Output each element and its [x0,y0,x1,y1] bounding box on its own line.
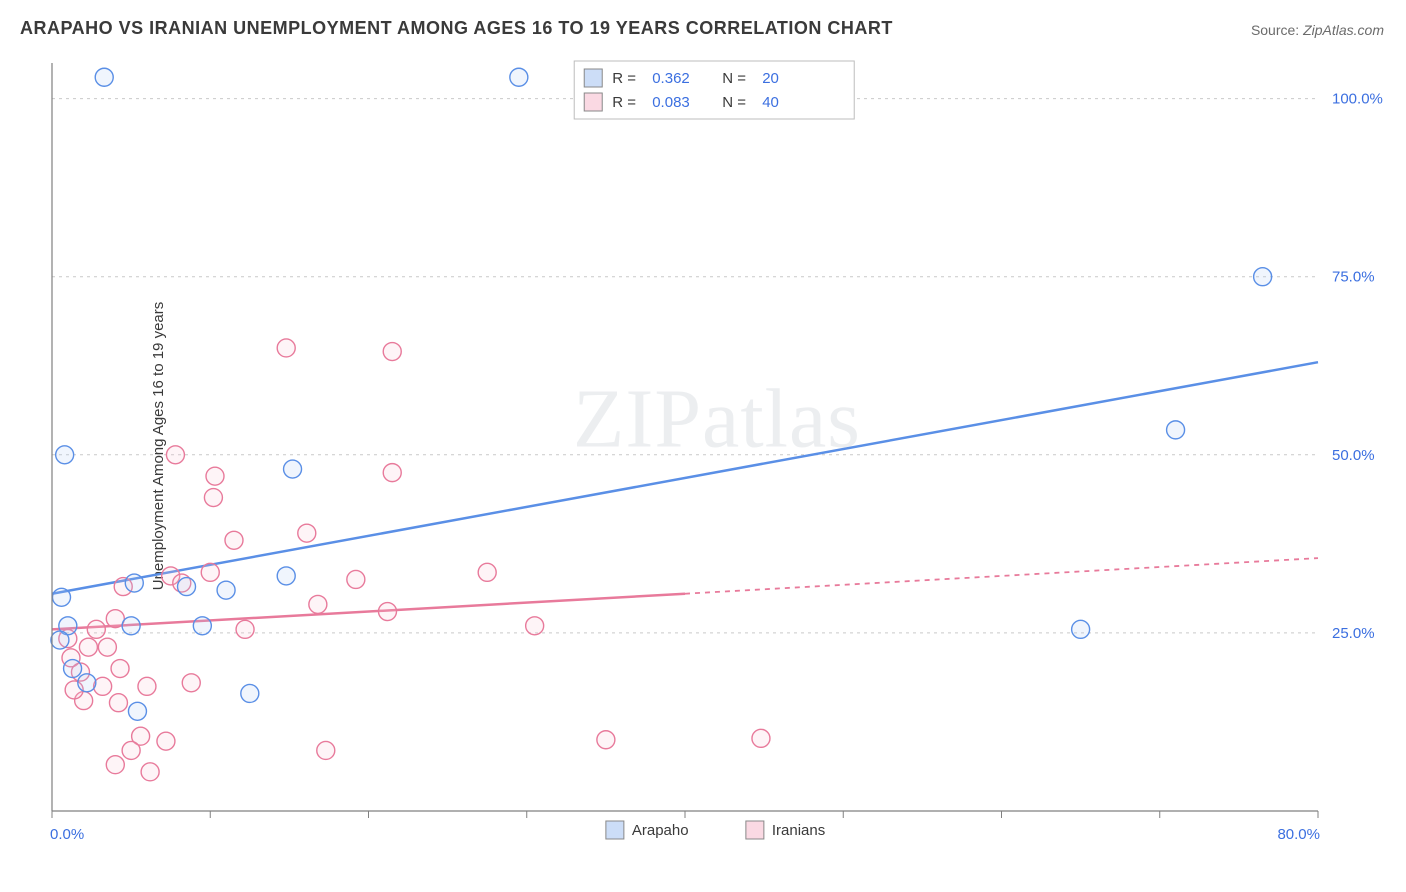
data-point [383,343,401,361]
data-point [378,603,396,621]
series-legend: Arapaho Iranians [606,821,825,839]
data-point [752,729,770,747]
data-point [298,524,316,542]
data-point [178,578,196,596]
data-point [128,702,146,720]
x-tick-label: 80.0% [1277,826,1320,843]
data-point [1167,421,1185,439]
trend-line [52,594,685,630]
legend-r-value: 0.362 [652,70,690,87]
legend-series-label: Arapaho [632,822,689,839]
data-point [95,68,113,86]
legend-n-value: 40 [762,94,779,111]
data-point [217,581,235,599]
data-point [94,677,112,695]
data-point [166,446,184,464]
data-point [597,731,615,749]
data-point [52,588,70,606]
data-point [51,631,69,649]
legend-swatch [584,93,602,111]
data-point [141,763,159,781]
source-credit: Source: ZipAtlas.com [1251,22,1384,38]
data-point [206,467,224,485]
data-point [122,741,140,759]
data-point [79,638,97,656]
legend-r-label: R = [612,94,636,111]
trend-line-extrapolated [685,558,1318,594]
legend-swatch [606,821,624,839]
legend-n-value: 20 [762,70,779,87]
source-value: ZipAtlas.com [1303,22,1384,38]
data-point [284,460,302,478]
data-point [225,531,243,549]
chart-title: ARAPAHO VS IRANIAN UNEMPLOYMENT AMONG AG… [20,18,893,39]
data-point [277,567,295,585]
plot-area: ZIPatlas 25.0%50.0%75.0%100.0%0.0%80.0%R… [48,55,1386,847]
legend-swatch [746,821,764,839]
data-point [56,446,74,464]
data-point [182,674,200,692]
data-point [478,563,496,581]
chart-svg: 25.0% 50.0% 75.0% 100.0% 0.0% 80.0% R = 0.362 N … [48,55,1386,847]
data-point [64,660,82,678]
data-point [241,684,259,702]
data-point [78,674,96,692]
data-point [526,617,544,635]
legend-swatch [584,69,602,87]
y-tick-label: 50.0% [1332,447,1375,464]
data-point [201,563,219,581]
stats-legend: R = 0.362 N = 20 R = 0.083 N = 40 [574,61,854,119]
legend-series-label: Iranians [772,822,825,839]
data-point [1254,268,1272,286]
legend-r-label: R = [612,70,636,87]
data-point [309,595,327,613]
data-point [193,617,211,635]
data-point [138,677,156,695]
data-point [106,756,124,774]
legend-n-label: N = [722,94,746,111]
y-tick-label: 25.0% [1332,625,1375,642]
legend-n-label: N = [722,70,746,87]
data-point [347,570,365,588]
data-point [204,489,222,507]
chart-container: ARAPAHO VS IRANIAN UNEMPLOYMENT AMONG AG… [0,0,1406,892]
x-tick-label: 0.0% [50,826,84,843]
data-point [109,694,127,712]
data-point [157,732,175,750]
data-point [125,574,143,592]
data-point [277,339,295,357]
data-point [317,741,335,759]
source-label: Source: [1251,22,1299,38]
legend-r-value: 0.083 [652,94,690,111]
data-point [236,620,254,638]
data-point [383,464,401,482]
data-point [510,68,528,86]
y-tick-label: 75.0% [1332,269,1375,286]
trend-line [52,362,1318,594]
data-point [1072,620,1090,638]
y-tick-label: 100.0% [1332,91,1383,108]
data-point [122,617,140,635]
data-point [111,660,129,678]
data-point [98,638,116,656]
data-point [87,620,105,638]
